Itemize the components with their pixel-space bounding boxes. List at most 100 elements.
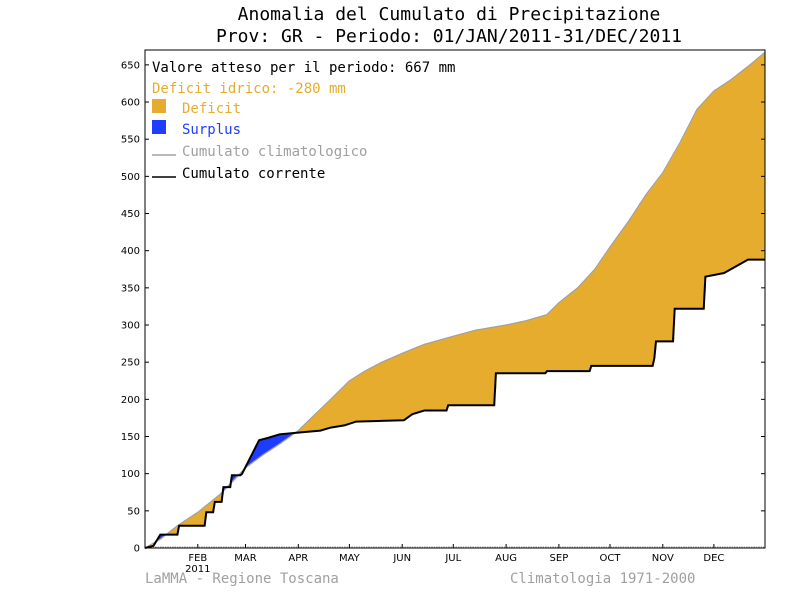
deficit-area <box>450 336 452 406</box>
deficit-area <box>431 342 433 411</box>
deficit-area <box>753 61 756 260</box>
deficit-area <box>600 260 602 366</box>
deficit-area <box>613 242 615 366</box>
y-tick-label: 600 <box>121 98 140 109</box>
deficit-area <box>705 100 707 277</box>
plot-fills <box>146 52 766 548</box>
deficit-area <box>630 218 632 366</box>
deficit-area <box>546 314 549 372</box>
deficit-area <box>193 515 195 526</box>
deficit-area <box>752 62 754 260</box>
deficit-area <box>425 344 427 411</box>
x-tick-label: MAY <box>339 553 361 564</box>
deficit-area <box>359 374 361 422</box>
deficit-area <box>598 263 601 366</box>
deficit-area <box>374 366 376 422</box>
deficit-area <box>495 326 497 390</box>
deficit-area <box>690 122 692 309</box>
deficit-area <box>583 281 585 372</box>
surplus-area <box>283 433 286 441</box>
deficit-area <box>702 102 705 309</box>
deficit-area <box>713 91 715 276</box>
deficit-area <box>653 184 655 363</box>
deficit-area <box>656 180 659 342</box>
deficit-area <box>560 301 562 372</box>
deficit-area <box>525 320 527 374</box>
deficit-area <box>649 190 651 366</box>
deficit-area <box>510 324 512 374</box>
deficit-area <box>632 214 635 366</box>
deficit-area <box>742 71 744 263</box>
y-tick-label: 300 <box>121 321 140 332</box>
deficit-area <box>391 357 394 421</box>
deficit-area <box>527 320 529 374</box>
deficit-area <box>743 69 745 262</box>
deficit-area <box>416 347 418 413</box>
deficit-area <box>479 329 481 406</box>
deficit-area <box>758 57 760 260</box>
deficit-area <box>198 511 200 526</box>
deficit-area <box>208 503 211 513</box>
deficit-area <box>676 148 678 309</box>
deficit-area <box>733 77 735 268</box>
deficit-area <box>621 231 623 366</box>
deficit-area <box>517 322 519 374</box>
deficit-area <box>588 275 590 372</box>
deficit-area <box>507 324 510 374</box>
deficit-area <box>707 97 710 277</box>
legend: Valore atteso per il periodo: 667 mm Def… <box>152 60 455 182</box>
deficit-area <box>219 494 222 502</box>
y-axis: 0 50 100 150 200 250 300 350 400 450 500 550 600 650 <box>121 60 765 555</box>
x-tick-label: DEC <box>703 553 724 564</box>
deficit-area <box>420 346 422 412</box>
deficit-area <box>667 163 670 342</box>
deficit-area <box>689 124 691 309</box>
y-tick-label: 550 <box>121 135 140 146</box>
deficit-area <box>374 365 377 422</box>
deficit-area <box>568 295 570 372</box>
surplus-area <box>261 439 263 456</box>
deficit-area <box>442 339 444 411</box>
deficit-area <box>441 339 443 411</box>
surplus-area <box>257 443 259 459</box>
deficit-area <box>444 338 447 411</box>
deficit-area <box>215 497 217 502</box>
deficit-area <box>332 397 334 428</box>
deficit-area <box>449 337 452 406</box>
deficit-area <box>328 400 331 429</box>
deficit-area <box>592 271 595 366</box>
deficit-area <box>748 65 751 260</box>
deficit-area <box>556 305 558 372</box>
deficit-area <box>592 272 594 366</box>
deficit-area <box>659 177 661 342</box>
deficit-area <box>439 340 441 411</box>
deficit-area <box>621 230 624 366</box>
surplus-area <box>264 438 266 454</box>
deficit-area <box>500 325 503 374</box>
surplus-area <box>285 433 287 440</box>
deficit-area <box>474 330 476 406</box>
x-year-label: 2011 <box>185 564 210 575</box>
deficit-area <box>516 322 518 374</box>
deficit-area <box>732 78 734 269</box>
deficit-area <box>326 403 328 429</box>
surplus-area <box>287 433 289 439</box>
surplus-area <box>276 435 278 447</box>
deficit-area <box>389 358 391 421</box>
deficit-area <box>340 389 343 426</box>
deficit-area <box>555 306 557 372</box>
deficit-area <box>719 86 722 274</box>
deficit-area <box>183 521 185 526</box>
y-tick-label: 150 <box>121 432 140 443</box>
deficit-area <box>432 342 434 411</box>
deficit-area <box>411 349 413 415</box>
deficit-area <box>168 532 171 535</box>
deficit-area <box>662 172 665 342</box>
deficit-area <box>565 297 567 372</box>
deficit-area <box>641 201 643 366</box>
deficit-area <box>570 293 573 372</box>
deficit-area <box>698 107 700 309</box>
deficit-area <box>650 188 653 366</box>
deficit-area <box>489 327 491 406</box>
deficit-area <box>595 268 597 366</box>
